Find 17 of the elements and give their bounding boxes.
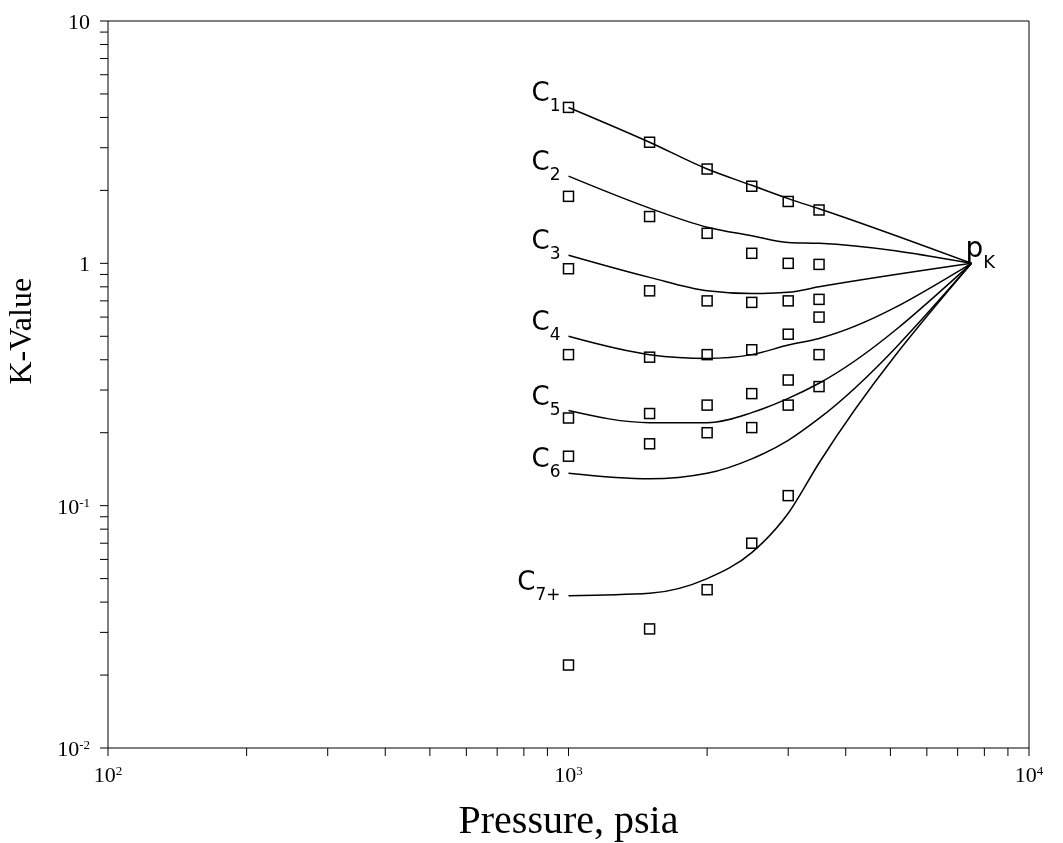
y-tick-label: 10 <box>68 9 90 34</box>
series-label: C$_{5}$ <box>531 380 561 419</box>
annotation: p$_{K}$ <box>965 231 997 272</box>
y-tick-label: 10$^{-1}$ <box>57 493 90 519</box>
y-tick-label: 10$^{-2}$ <box>57 736 90 761</box>
series-label: C$_{6}$ <box>531 443 561 482</box>
y-tick-label: 1 <box>79 251 90 277</box>
series-label: C$_{2}$ <box>531 146 561 185</box>
series-label: C$_{4}$ <box>531 306 561 345</box>
x-tick-label: 10$^{2}$ <box>93 762 123 787</box>
series-label: C$_{3}$ <box>531 225 561 264</box>
x-tick-label: 10$^{3}$ <box>554 762 583 787</box>
x-axis-title: Pressure, psia <box>458 797 679 842</box>
series-label: C$_{7+}$ <box>517 565 561 604</box>
series-label: C$_{1}$ <box>531 77 561 116</box>
y-axis-title: K-Value <box>2 277 39 385</box>
x-tick-label: 10$^{4}$ <box>1014 762 1044 787</box>
